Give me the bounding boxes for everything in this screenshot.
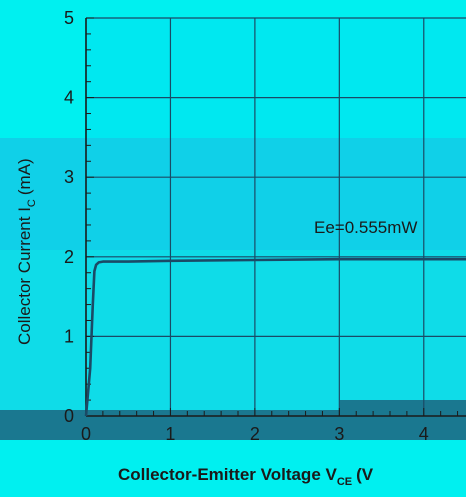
x-tick-label: 0 [81, 424, 91, 444]
y-axis-label-subscript: C [26, 199, 38, 207]
y-axis-label-unit: (mA) [15, 158, 34, 195]
background-bands [0, 18, 466, 440]
band-low [0, 250, 466, 416]
x-axis-label: Collector-Emitter Voltage VCE (V [118, 465, 374, 488]
y-tick-label: 0 [64, 406, 74, 426]
series-annotation: Ee=0.555mW [314, 218, 417, 237]
band-mid [0, 138, 466, 250]
y-tick-label: 1 [64, 326, 74, 346]
y-tick-label: 3 [64, 167, 74, 187]
x-axis-label-unit: (V [356, 465, 374, 484]
y-tick-label: 2 [64, 247, 74, 267]
tick-labels: 0 1 2 3 4 5 0 1 2 3 4 [64, 8, 429, 444]
x-tick-label: 2 [250, 424, 260, 444]
x-axis-label-subscript: CE [337, 476, 352, 488]
grid [86, 17, 466, 416]
x-tick-label: 1 [165, 424, 175, 444]
series-lines [84, 257, 466, 417]
y-tick-label: 4 [64, 88, 74, 108]
band-bottom-dark-right [340, 400, 466, 418]
series-line [84, 257, 466, 417]
annotations: Ee=0.555mW [314, 218, 417, 237]
y-tick-label: 5 [64, 8, 74, 28]
x-tick-label: 4 [419, 424, 429, 444]
x-tick-label: 3 [334, 424, 344, 444]
axes [85, 17, 466, 417]
